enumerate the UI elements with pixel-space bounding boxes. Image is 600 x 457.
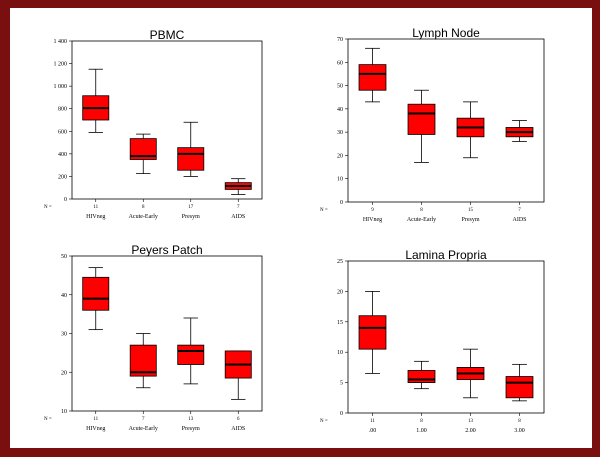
y-tick-label: 20 bbox=[337, 289, 343, 295]
x-tick-label: Presym bbox=[462, 217, 480, 223]
n-value: 11 bbox=[93, 205, 98, 210]
x-tick-label: AIDS bbox=[231, 214, 245, 220]
x-tick-label: AIDS bbox=[512, 217, 526, 223]
plot-frame bbox=[71, 40, 263, 200]
n-value: 7 bbox=[237, 205, 240, 210]
x-tick-label: 3.00 bbox=[514, 428, 525, 434]
plot-frame bbox=[347, 260, 545, 414]
y-tick-label: 0 bbox=[64, 197, 67, 203]
y-tick-label: 20 bbox=[61, 370, 67, 376]
x-tick-label: Presym bbox=[182, 426, 200, 432]
box-iqr bbox=[82, 276, 110, 311]
n-value: 8 bbox=[518, 419, 521, 424]
box-iqr bbox=[177, 344, 205, 365]
chart-title: Peyers Patch bbox=[131, 243, 202, 257]
y-tick-label: 400 bbox=[58, 152, 67, 158]
x-tick-label: HIVneg bbox=[86, 214, 105, 220]
box-iqr bbox=[177, 147, 205, 171]
n-value: 7 bbox=[142, 417, 145, 422]
n-value: 6 bbox=[237, 417, 240, 422]
slide: PBMC 0 200 400 600 800 1 000 1 200 1 400 N = 11 HIV… bbox=[10, 8, 592, 448]
x-tick-label: Acute-Early bbox=[407, 217, 436, 223]
y-tick-label: 20 bbox=[337, 153, 343, 159]
y-tick-label: 5 bbox=[340, 381, 343, 387]
plot-frame bbox=[347, 38, 545, 203]
y-tick-label: 15 bbox=[337, 320, 343, 326]
y-tick-label: 1 000 bbox=[54, 84, 68, 90]
chart-title: PBMC bbox=[150, 28, 185, 42]
y-tick-label: 40 bbox=[337, 107, 343, 113]
n-label: N = bbox=[44, 417, 52, 422]
box-iqr bbox=[407, 103, 436, 135]
n-value: 11 bbox=[93, 417, 98, 422]
box-iqr bbox=[358, 315, 387, 350]
box-iqr bbox=[358, 64, 387, 91]
y-tick-label: 600 bbox=[58, 129, 67, 135]
y-tick-label: 200 bbox=[58, 174, 67, 180]
chart-title: Lamina Propria bbox=[405, 248, 487, 262]
n-value: 13 bbox=[468, 419, 474, 424]
y-tick-label: 60 bbox=[337, 60, 343, 66]
box-iqr bbox=[505, 376, 534, 399]
y-tick-label: 50 bbox=[337, 84, 343, 90]
x-tick-label: 2.00 bbox=[465, 428, 476, 434]
n-value: 7 bbox=[518, 208, 521, 213]
n-value: 17 bbox=[188, 205, 194, 210]
n-value: 8 bbox=[420, 208, 423, 213]
x-tick-label: .00 bbox=[369, 428, 377, 434]
x-tick-label: HIVneg bbox=[363, 217, 382, 223]
n-value: 9 bbox=[371, 208, 374, 213]
n-value: 8 bbox=[142, 205, 145, 210]
box-iqr bbox=[129, 344, 157, 377]
x-tick-label: AIDS bbox=[231, 426, 245, 432]
y-tick-label: 30 bbox=[337, 130, 343, 136]
x-tick-label: Acute-Early bbox=[129, 214, 158, 220]
y-tick-label: 50 bbox=[61, 254, 67, 260]
y-tick-label: 800 bbox=[58, 107, 67, 113]
n-value: 15 bbox=[468, 208, 474, 213]
y-tick-label: 0 bbox=[340, 200, 343, 206]
box-iqr bbox=[407, 370, 436, 384]
y-tick-label: 1 200 bbox=[54, 62, 68, 68]
y-tick-label: 10 bbox=[61, 409, 67, 415]
y-tick-label: 1 400 bbox=[54, 39, 68, 45]
n-label: N = bbox=[320, 208, 328, 213]
n-value: 8 bbox=[420, 419, 423, 424]
y-tick-label: 10 bbox=[337, 350, 343, 356]
y-tick-label: 0 bbox=[340, 411, 343, 417]
n-value: 11 bbox=[370, 419, 375, 424]
y-tick-label: 70 bbox=[337, 37, 343, 43]
x-tick-label: Acute-Early bbox=[129, 426, 158, 432]
y-tick-label: 30 bbox=[61, 332, 67, 338]
y-tick-label: 25 bbox=[337, 259, 343, 265]
x-tick-label: 1.00 bbox=[416, 428, 427, 434]
n-label: N = bbox=[44, 205, 52, 210]
y-tick-label: 40 bbox=[61, 293, 67, 299]
x-tick-label: HIVneg bbox=[86, 426, 105, 432]
box-iqr bbox=[129, 138, 157, 160]
y-tick-label: 10 bbox=[337, 177, 343, 183]
n-value: 13 bbox=[188, 417, 194, 422]
n-label: N = bbox=[320, 419, 328, 424]
chart-title: Lymph Node bbox=[412, 26, 480, 40]
x-tick-label: Presym bbox=[182, 214, 200, 220]
